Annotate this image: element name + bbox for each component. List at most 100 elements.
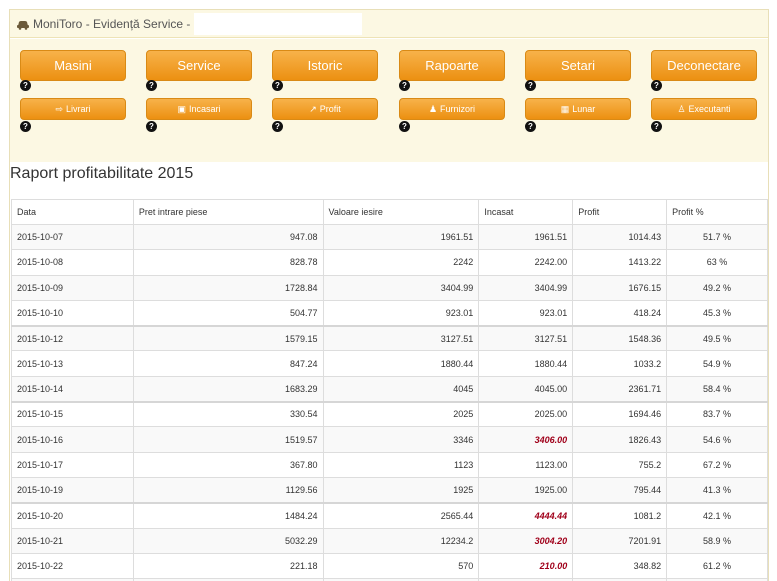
column-header-incasat[interactable]: Incasat <box>478 199 574 225</box>
cell-profit: 795.44 <box>572 476 668 504</box>
help-icon[interactable]: ? <box>525 121 536 132</box>
help-icon[interactable]: ? <box>20 80 31 91</box>
help-icon[interactable]: ? <box>651 80 662 91</box>
table-row: 2015-10-21 5032.29 12234.2 3004.20 7201.91 58… <box>11 527 768 554</box>
cell-date: 2015-10-17 <box>11 451 134 478</box>
column-header-date[interactable]: Data <box>11 199 134 225</box>
subnav-label: Profit <box>319 104 341 114</box>
cell-profit: 755.2 <box>572 451 668 478</box>
column-header-pret-intrare[interactable]: Pret intrare piese <box>132 199 324 225</box>
cell-profit-pct: 54.6 % <box>666 426 768 453</box>
cell-profit: 1694.46 <box>572 400 668 428</box>
nav-button-service[interactable]: Service <box>146 50 252 81</box>
cell-date: 2015-10-12 <box>11 324 134 352</box>
cell-date: 2015-10-21 <box>11 527 134 554</box>
cell-date: 2015-10-10 <box>11 299 134 327</box>
nav-button-masini[interactable]: Masini <box>20 50 126 81</box>
cell-pret-intrare: 1683.29 <box>132 375 324 403</box>
help-icon[interactable]: ? <box>272 121 283 132</box>
help-icon[interactable]: ? <box>399 80 410 91</box>
calendar-icon: ▦ <box>560 104 570 114</box>
table-row: 2015-10-10 504.77 923.01 923.01 418.24 45.3 % <box>11 299 768 327</box>
subnav-button-furnizori[interactable]: ♟ Furnizori <box>399 98 505 120</box>
cell-incasat: 1880.44 <box>478 350 574 377</box>
cell-date: 2015-10-19 <box>11 476 134 504</box>
cell-valoare-iesire: 1925 <box>322 476 480 504</box>
cell-valoare-iesire: 3346 <box>322 426 480 453</box>
table-row: 2015-10-19 1129.56 1925 1925.00 795.44 41.3 % <box>11 476 768 504</box>
cell-profit-pct: 100 % <box>666 578 768 581</box>
cell-pret-intrare: 1579.15 <box>132 324 324 352</box>
cell-pret-intrare: 330.54 <box>132 400 324 428</box>
table-row: 2015-10-230.00650730.00650100 % <box>11 578 768 581</box>
cell-valoare-iesire: 1123 <box>322 451 480 478</box>
subnav-label: Furnizori <box>440 104 476 114</box>
cell-date: 2015-10-13 <box>11 350 134 377</box>
nav-button-istoric[interactable]: Istoric <box>272 50 378 81</box>
cell-incasat: 210.00 <box>478 552 574 580</box>
profit-table: Data Pret intrare piese Valoare iesire I… <box>11 199 768 581</box>
cell-incasat: 4444.44 <box>478 501 574 529</box>
table-row: 2015-10-08 828.78 2242 2242.00 1413.22 63 % <box>11 249 768 276</box>
navigation-panel: Masini? Service? Istoric? Rapoarte? Setari? D… <box>10 39 768 162</box>
cell-incasat: 1925.00 <box>478 476 574 504</box>
help-icon[interactable]: ? <box>399 121 410 132</box>
help-icon[interactable]: ? <box>525 80 536 91</box>
app-title: MoniToro - Evidență Service - <box>33 16 191 31</box>
cell-pret-intrare: 5032.29 <box>132 527 324 554</box>
subnav-button-executanti[interactable]: ♙ Executanti <box>651 98 757 120</box>
group-icon: ♟ <box>428 104 438 114</box>
cell-pret-intrare: 221.18 <box>132 552 324 580</box>
export-icon: ⇨ <box>55 104 64 114</box>
cell-profit-pct: 83.7 % <box>666 400 768 428</box>
subnav-button-incasari[interactable]: ▣ Incasari <box>146 98 252 120</box>
cell-valoare-iesire: 3127.51 <box>322 324 480 352</box>
subnav-label: Livrari <box>66 104 91 114</box>
cell-date: 2015-10-16 <box>11 426 134 453</box>
cell-profit: 1081.2 <box>572 501 668 529</box>
cell-profit-pct: 63 % <box>666 249 768 276</box>
cell-profit: 1676.15 <box>572 274 668 301</box>
cell-incasat: 2242.00 <box>478 249 574 276</box>
column-header-profit-pct[interactable]: Profit % <box>666 199 768 225</box>
report-title: Raport profitabilitate 2015 <box>10 165 194 182</box>
cell-valoare-iesire: 1961.51 <box>322 223 480 251</box>
help-icon[interactable]: ? <box>272 80 283 91</box>
help-icon[interactable]: ? <box>651 121 662 132</box>
subnav-button-lunar[interactable]: ▦ Lunar <box>525 98 631 120</box>
cell-incasat: 923.01 <box>478 299 574 327</box>
nav-button-setari[interactable]: Setari <box>525 50 631 81</box>
cell-pret-intrare: 947.08 <box>132 223 324 251</box>
cell-pret-intrare: 828.78 <box>132 249 324 276</box>
column-header-valoare-iesire[interactable]: Valoare iesire <box>322 199 480 225</box>
cell-pret-intrare: 504.77 <box>132 299 324 327</box>
cell-incasat: 1961.51 <box>478 223 574 251</box>
cell-profit-pct: 45.3 % <box>666 299 768 327</box>
cell-incasat: 3004.20 <box>478 527 574 554</box>
nav-button-deconectare[interactable]: Deconectare <box>651 50 757 81</box>
cell-valoare-iesire: 570 <box>322 552 480 580</box>
cell-incasat: 1123.00 <box>478 451 574 478</box>
cell-valoare-iesire: 923.01 <box>322 299 480 327</box>
cell-incasat: 3404.99 <box>478 274 574 301</box>
help-icon[interactable]: ? <box>20 121 31 132</box>
cell-profit-pct: 54.9 % <box>666 350 768 377</box>
help-icon[interactable]: ? <box>146 121 157 132</box>
subnav-button-profit[interactable]: ↗ Profit <box>272 98 378 120</box>
subnav-button-livrari[interactable]: ⇨ Livrari <box>20 98 126 120</box>
app-window: MoniToro - Evidență Service - Masini? Ser… <box>9 9 769 581</box>
table-row: 2015-10-13 847.24 1880.44 1880.44 1033.2 54.9… <box>11 350 768 377</box>
nav-button-rapoarte[interactable]: Rapoarte <box>399 50 505 81</box>
cell-pret-intrare: 1484.24 <box>132 501 324 529</box>
table-row: 2015-10-09 1728.84 3404.99 3404.99 1676.15 49… <box>11 274 768 301</box>
cell-profit-pct: 67.2 % <box>666 451 768 478</box>
cell-pret-intrare: 847.24 <box>132 350 324 377</box>
help-icon[interactable]: ? <box>146 80 157 91</box>
car-icon <box>17 20 29 30</box>
subnav-label: Incasari <box>189 104 221 114</box>
cell-incasat: 3406.00 <box>478 426 574 453</box>
cell-profit: 1826.43 <box>572 426 668 453</box>
column-header-profit[interactable]: Profit <box>572 199 668 225</box>
table-row: 2015-10-12 1579.15 3127.51 3127.51 1548.36 49… <box>11 324 768 352</box>
cell-valoare-iesire: 1880.44 <box>322 350 480 377</box>
